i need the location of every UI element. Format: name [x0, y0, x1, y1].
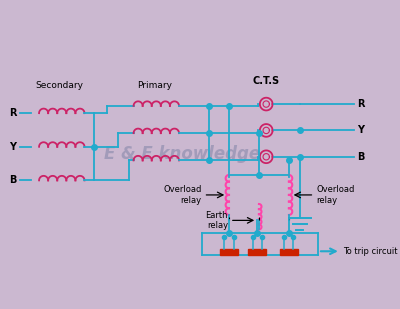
Text: Overload
relay: Overload relay [163, 185, 202, 205]
Bar [220, 248, 238, 255]
Text: Primary: Primary [137, 81, 172, 90]
Text: To trip circuit: To trip circuit [344, 247, 398, 256]
Text: B: B [357, 152, 364, 162]
Bar [248, 248, 266, 255]
Text: R: R [9, 108, 16, 118]
Text: Secondary: Secondary [35, 81, 83, 90]
Text: C.T.S: C.T.S [253, 76, 280, 86]
Text: B: B [9, 176, 16, 185]
Text: Y: Y [9, 142, 16, 152]
Text: R: R [357, 99, 364, 109]
Bar [280, 248, 298, 255]
Text: E & E knowledge: E & E knowledge [104, 145, 260, 163]
Text: Y: Y [357, 125, 364, 135]
Text: Earth
relay: Earth relay [206, 211, 228, 230]
Text: Overload
relay: Overload relay [316, 185, 354, 205]
